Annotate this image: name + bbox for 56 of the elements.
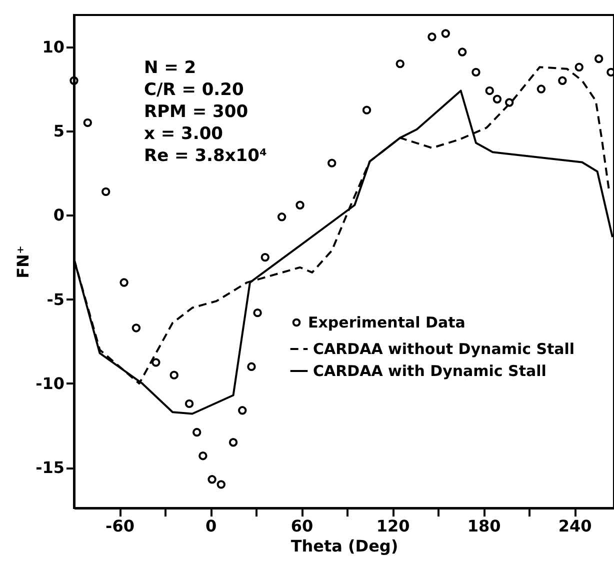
point: [558, 76, 567, 85]
x-tick-label: 60: [290, 516, 314, 536]
point: [216, 480, 226, 489]
annotation: C/R = 0.20: [144, 80, 244, 100]
annotation: N = 2: [144, 58, 196, 78]
y-tick-label: 10: [42, 37, 64, 56]
point: [606, 68, 614, 77]
y-tick-label: -15: [36, 458, 64, 478]
y-tick-label: 0: [53, 206, 64, 225]
point: [458, 48, 467, 56]
x-tick-label: 120: [376, 516, 410, 536]
point: [198, 451, 208, 460]
point: [192, 428, 202, 437]
point: [184, 399, 194, 408]
point: [428, 32, 436, 42]
x-tick-label: 180: [467, 516, 501, 536]
point: [253, 308, 262, 318]
x-tick-label: -60: [106, 516, 134, 536]
point: [260, 252, 270, 262]
point: [492, 94, 502, 104]
point: [70, 76, 78, 85]
point: [485, 86, 494, 96]
point: [472, 68, 480, 77]
point: [536, 84, 546, 94]
point: [574, 62, 584, 72]
point: [120, 278, 128, 287]
annotation: RPM = 300: [144, 102, 248, 122]
legend-label: Experimental Data: [308, 314, 466, 332]
y-tick-label: -10: [36, 374, 64, 393]
point: [152, 358, 160, 367]
legend-label: CARDAA with Dynamic Stall: [313, 362, 546, 380]
y-tick-label: -5: [46, 290, 64, 309]
point: [362, 106, 372, 114]
point: [83, 118, 92, 128]
point: [594, 54, 604, 64]
y-tick-label: 5: [53, 122, 64, 141]
legend-label: CARDAA without Dynamic Stall: [313, 340, 575, 358]
point: [102, 187, 110, 196]
x-tick-label: 0: [205, 516, 217, 536]
point: [132, 324, 141, 332]
y-axis-title: FN⁺: [14, 246, 33, 278]
point: [238, 406, 247, 415]
point: [170, 370, 178, 380]
x-axis-title: Theta (Deg): [290, 536, 398, 556]
point: [208, 475, 216, 484]
point: [441, 29, 450, 38]
point: [328, 158, 336, 168]
annotation: Re = 3.8x10⁴: [144, 146, 267, 166]
point: [228, 438, 238, 447]
annotation: x = 3.00: [144, 124, 224, 144]
point: [504, 98, 514, 107]
x-tick-label: 240: [558, 516, 592, 536]
point: [296, 200, 304, 210]
point: [247, 362, 256, 372]
point: [277, 212, 286, 222]
point: [396, 59, 404, 68]
